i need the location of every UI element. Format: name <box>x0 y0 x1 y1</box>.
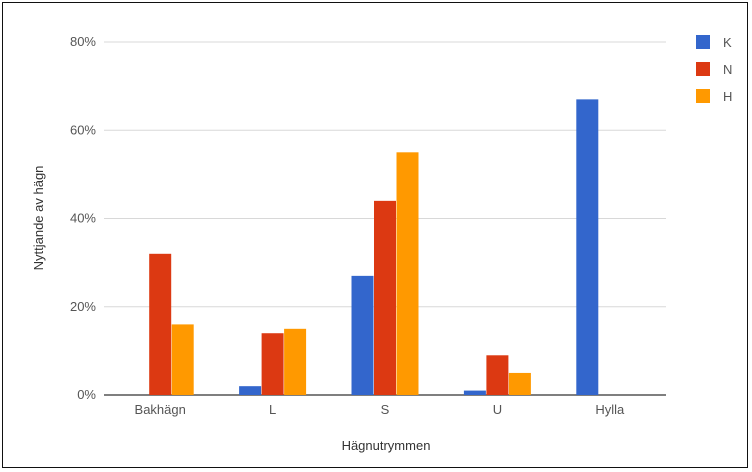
legend-swatch-h <box>696 89 710 103</box>
bar-k-4 <box>576 99 599 396</box>
legend-label-k: K <box>723 35 732 50</box>
legend-label-n: N <box>723 62 732 77</box>
bar-n-3 <box>486 355 509 395</box>
bar-k-1 <box>239 386 262 395</box>
bar-h-1 <box>284 328 307 395</box>
bar-h-3 <box>508 372 531 395</box>
y-tick-label: 80% <box>70 34 96 49</box>
x-axis-ticks: Bakhägn L S U Hylla <box>135 402 625 417</box>
bar-n-0 <box>149 253 172 395</box>
y-axis-ticks: 0% 20% 40% 60% 80% <box>70 34 96 402</box>
legend-swatch-k <box>696 35 710 49</box>
bar-n-2 <box>374 200 396 395</box>
x-tick-label: U <box>493 402 502 417</box>
y-tick-label: 40% <box>70 211 96 226</box>
bar-h-0 <box>171 324 194 395</box>
x-tick-label: S <box>381 402 390 417</box>
x-tick-label: Hylla <box>595 402 625 417</box>
y-axis-title: Nyttjande av hägn <box>31 166 46 271</box>
bar-h-2 <box>396 152 419 395</box>
x-tick-label: L <box>269 402 276 417</box>
y-tick-label: 60% <box>70 122 96 137</box>
bars <box>149 99 599 396</box>
y-tick-label: 20% <box>70 299 96 314</box>
bar-n-1 <box>261 333 284 395</box>
bar-k-2 <box>351 275 374 395</box>
legend: KNH <box>696 35 732 104</box>
bar-k-3 <box>463 390 486 395</box>
x-axis-title: Hägnutrymmen <box>342 438 431 453</box>
x-tick-label: Bakhägn <box>135 402 186 417</box>
legend-swatch-n <box>696 62 710 76</box>
y-tick-label: 0% <box>77 387 96 402</box>
legend-label-h: H <box>723 89 732 104</box>
